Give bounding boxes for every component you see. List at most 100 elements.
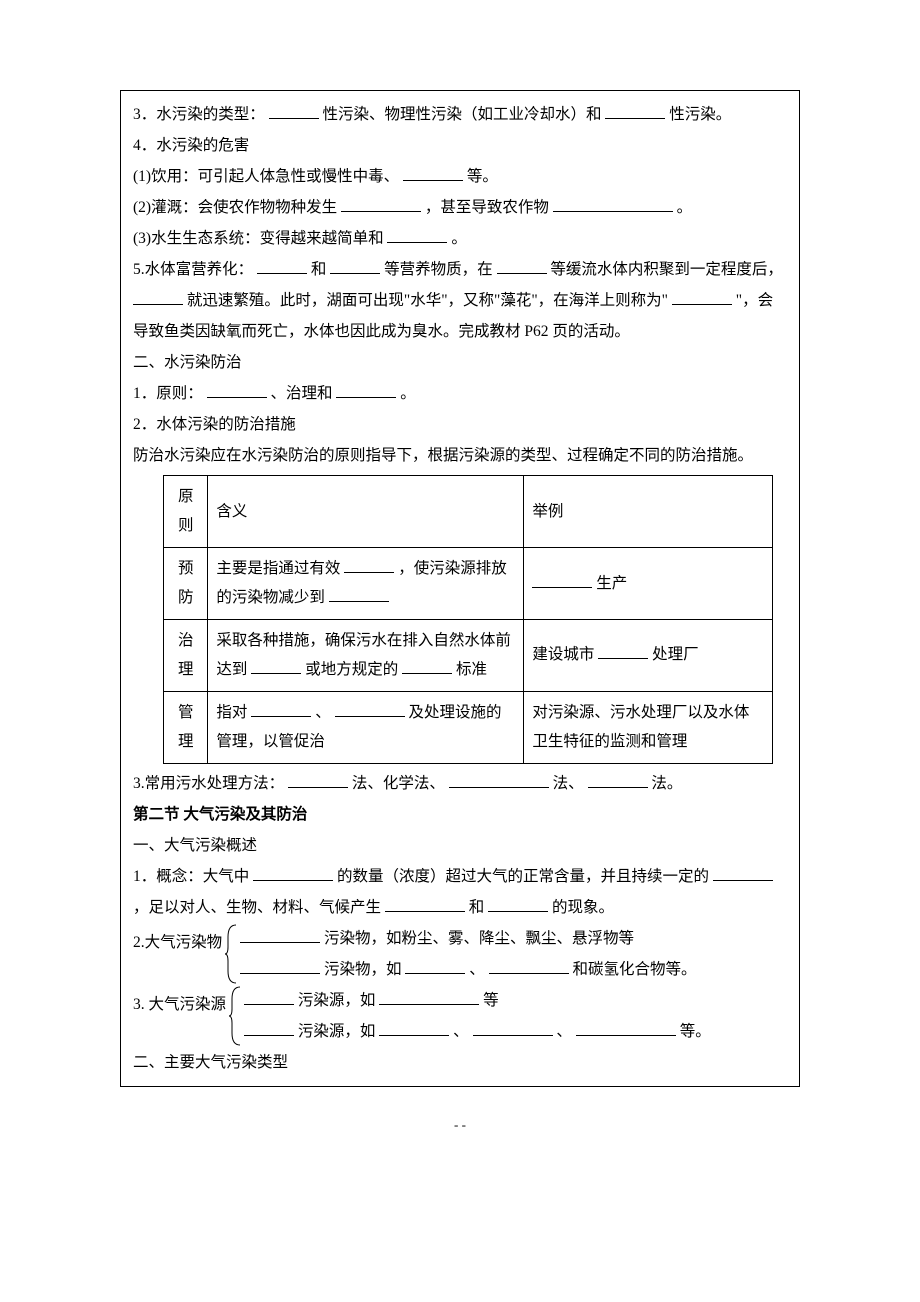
blank <box>244 988 294 1005</box>
text: 污染源，如 <box>298 1023 376 1040</box>
table-row: 管理 指对 、 及处理设施的管理，以管促治 对污染源、污水处理厂以及水体卫生特征… <box>164 691 773 763</box>
brace-label: 2.大气污染物 <box>133 923 222 985</box>
text: 1．概念：大气中 <box>133 868 249 885</box>
line-measures-desc: 防治水污染应在水污染防治的原则指导下，根据污染源的类型、过程确定不同的防治措施。 <box>133 440 787 471</box>
blank <box>344 556 394 573</box>
page-number: - - <box>120 1117 800 1133</box>
text: 性污染、物理性污染（如工业冷却水）和 <box>323 106 602 123</box>
blank <box>379 988 479 1005</box>
brace-icon <box>224 923 238 985</box>
brace-lines: 污染物，如粉尘、雾、降尘、飘尘、悬浮物等 污染物，如 、 和碳氢化合物等。 <box>240 923 787 985</box>
text: 、治理和 <box>271 385 333 402</box>
table-cell: 对污染源、污水处理厂以及水体卫生特征的监测和管理 <box>524 691 773 763</box>
text: 的数量（浓度）超过大气的正常含量，并且持续一定的 <box>337 868 709 885</box>
text: 1．原则： <box>133 385 203 402</box>
blank <box>244 1019 294 1036</box>
text: 法。 <box>651 775 682 792</box>
blank <box>403 165 463 182</box>
table-row: 治理 采取各种措施，确保污水在排入自然水体前达到 或地方规定的 标准 建设城市 … <box>164 619 773 691</box>
text: 主要是指通过有效 <box>216 560 340 577</box>
heading-air-overview: 一、大气污染概述 <box>133 830 787 861</box>
line-harm-title: 4．水污染的危害 <box>133 130 787 161</box>
blank <box>335 700 405 717</box>
blank <box>251 658 301 675</box>
line-water-pollution-types: 3．水污染的类型： 性污染、物理性污染（如工业冷却水）和 性污染。 <box>133 99 787 130</box>
text: (3)水生生态系统：变得越来越简单和 <box>133 230 384 247</box>
text: 3．水污染的类型： <box>133 106 265 123</box>
text: (2)灌溉：会使农作物物种发生 <box>133 199 337 216</box>
text: 。 <box>400 385 416 402</box>
table-cell: 生产 <box>524 547 773 619</box>
table-cell: 管理 <box>164 691 208 763</box>
text: 、 <box>469 961 485 978</box>
blank <box>449 771 549 788</box>
principles-table: 原则 含义 举例 预防 主要是指通过有效 ，使污染源排放的污染物减少到 生产 治… <box>163 475 773 764</box>
blank <box>672 289 732 306</box>
text: 、 <box>315 704 331 721</box>
blank <box>253 864 333 881</box>
text: 建设城市 <box>532 646 594 663</box>
blank <box>329 586 389 603</box>
text: 等 <box>483 992 499 1009</box>
text: 、 <box>556 1023 572 1040</box>
blank <box>405 957 465 974</box>
brace-icon <box>228 985 242 1047</box>
text: 处理厂 <box>652 646 699 663</box>
document-page: 3．水污染的类型： 性污染、物理性污染（如工业冷却水）和 性污染。 4．水污染的… <box>0 0 920 1233</box>
blank <box>207 382 267 399</box>
text: 等。 <box>680 1023 711 1040</box>
blank <box>402 658 452 675</box>
heading-water-control: 二、水污染防治 <box>133 347 787 378</box>
section-2-title: 第二节 大气污染及其防治 <box>133 799 787 830</box>
blank <box>379 1019 449 1036</box>
line-harm-1: (1)饮用：可引起人体急性或慢性中毒、 等。 <box>133 161 787 192</box>
line-sewage-methods: 3.常用污水处理方法： 法、化学法、 法、 法。 <box>133 768 787 799</box>
text: 等。 <box>467 168 498 185</box>
blank <box>489 957 569 974</box>
text: 标准 <box>456 661 487 678</box>
line-harm-2: (2)灌溉：会使农作物物种发生 ，甚至导致农作物 。 <box>133 192 787 223</box>
blank <box>713 864 773 881</box>
table-cell: 含义 <box>208 476 524 548</box>
text: 的现象。 <box>552 899 614 916</box>
text: 污染物，如粉尘、雾、降尘、飘尘、悬浮物等 <box>324 930 634 947</box>
text: 生产 <box>596 575 627 592</box>
blank <box>240 957 320 974</box>
text: 等营养物质，在 <box>384 261 493 278</box>
table-row: 原则 含义 举例 <box>164 476 773 548</box>
blank <box>598 643 648 660</box>
brace-line: 污染源，如 等 <box>244 985 787 1016</box>
brace-pollutants: 2.大气污染物 污染物，如粉尘、雾、降尘、飘尘、悬浮物等 污染物，如 、 和碳氢… <box>133 923 787 985</box>
blank <box>336 382 396 399</box>
blank <box>240 926 320 943</box>
blank <box>553 196 673 213</box>
brace-label: 3. 大气污染源 <box>133 985 226 1047</box>
blank <box>341 196 421 213</box>
line-harm-3: (3)水生生态系统：变得越来越简单和 。 <box>133 223 787 254</box>
blank <box>269 103 319 120</box>
heading-air-types: 二、主要大气污染类型 <box>133 1047 787 1078</box>
blank <box>288 771 348 788</box>
brace-line: 污染源，如 、 、 等。 <box>244 1016 787 1047</box>
table-row: 预防 主要是指通过有效 ，使污染源排放的污染物减少到 生产 <box>164 547 773 619</box>
text: 或地方规定的 <box>305 661 398 678</box>
text: 和碳氢化合物等。 <box>573 961 697 978</box>
blank <box>133 289 183 306</box>
table-cell: 建设城市 处理厂 <box>524 619 773 691</box>
text: 污染源，如 <box>298 992 376 1009</box>
blank <box>251 700 311 717</box>
blank <box>588 771 648 788</box>
text: (1)饮用：可引起人体急性或慢性中毒、 <box>133 168 399 185</box>
text: 和 <box>469 899 485 916</box>
blank <box>532 571 592 588</box>
text: 。 <box>677 199 693 216</box>
table-cell: 治理 <box>164 619 208 691</box>
text: 法、 <box>553 775 584 792</box>
brace-lines: 污染源，如 等 污染源，如 、 、 等。 <box>244 985 787 1047</box>
text: 3.常用污水处理方法： <box>133 775 284 792</box>
text: 5.水体富营养化： <box>133 261 253 278</box>
text: 指对 <box>216 704 247 721</box>
blank <box>385 895 465 912</box>
table-cell: 指对 、 及处理设施的管理，以管促治 <box>208 691 524 763</box>
blank <box>605 103 665 120</box>
